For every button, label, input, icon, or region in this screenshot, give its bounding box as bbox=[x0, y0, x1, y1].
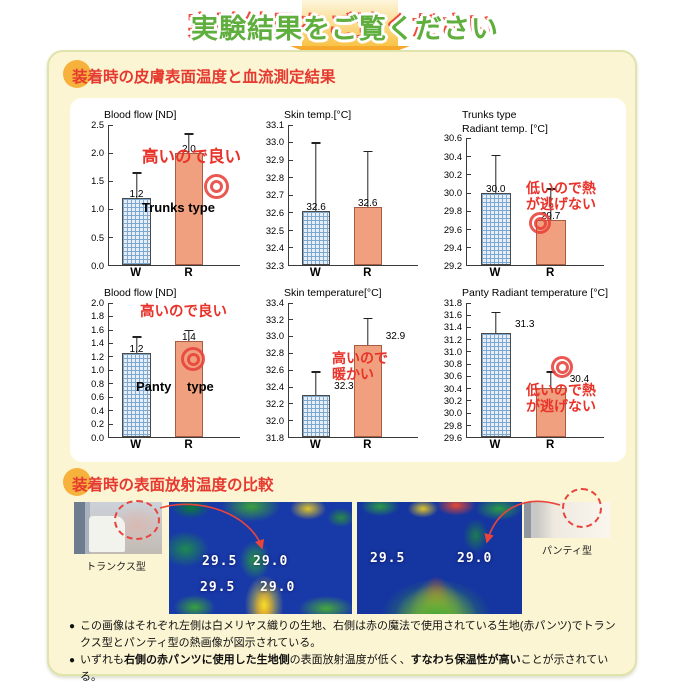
chart-blood-flow-panty: Blood flow [ND] 2.0 1.8 1.6 1.4 1.2 1.0 0.8 0.6 0… bbox=[78, 282, 258, 454]
plot-radiant-temp-trunks: Trunks type Radiant temp. [°C] 30.6 30.4 30.… bbox=[436, 104, 622, 282]
plot-radiant-temp-panty: Panty Radiant temperature [°C] 31.8 31.6 31… bbox=[443, 287, 609, 451]
charts-panel: Blood flow [ND] 2.5 2.0 1.5 1.0 0.5 0.0 1.2 2.0 W… bbox=[70, 98, 626, 462]
chart-radiant-temp-trunks: Trunks type Radiant temp. [°C] 30.6 30.4 30.… bbox=[436, 104, 622, 282]
section-header-measurement: 装着時の皮膚表面温度と血流測定結果 bbox=[63, 60, 336, 88]
temp-reading: 29.5 bbox=[202, 554, 238, 569]
note-text: この画像はそれぞれ左側は白メリヤス織りの生地、右側は赤の魔法で使用されている生地… bbox=[80, 620, 616, 649]
bullet-marker-icon: ● bbox=[69, 655, 76, 666]
annotation-high-is-good: 高いので良い bbox=[140, 304, 227, 320]
note-item: ● いずれも右側の赤パンツに使用した生地側の表面放射温度が低く、すなわち保温性が… bbox=[69, 652, 625, 685]
page-title: 実験結果をご覧ください bbox=[191, 14, 499, 44]
temp-reading: 29.0 bbox=[457, 551, 493, 566]
results-panel: 装着時の皮膚表面温度と血流測定結果 Blood flow [ND] 2.5 2.0 1… bbox=[47, 50, 637, 683]
temp-reading: 29.0 bbox=[260, 580, 296, 595]
bullet-marker-icon: ● bbox=[69, 621, 76, 632]
annotation-low-keeps-heat: 低いので熱 が逃げない bbox=[526, 180, 596, 213]
section-header-thermal-text: 装着時の表面放射温度の比較 bbox=[72, 477, 274, 494]
orange-circle-icon bbox=[63, 468, 91, 496]
panty-photo-label: パンティ型 bbox=[542, 546, 592, 557]
section-header-measurement-text: 装着時の皮膚表面温度と血流測定結果 bbox=[72, 69, 336, 86]
plot-skin-temp-trunks: Skin temp.[°C] 33.1 33.0 32.9 32.8 32.7 32.6 32… bbox=[258, 104, 436, 282]
thermal-image-trunks: 29.5 29.0 29.5 29.0 bbox=[169, 502, 352, 614]
note-item: ● この画像はそれぞれ左側は白メリヤス織りの生地、右側は赤の魔法で使用されている… bbox=[69, 618, 625, 651]
temp-reading: 29.5 bbox=[370, 551, 406, 566]
note-text: いずれも右側の赤パンツに使用した生地側の表面放射温度が低く、すなわち保温性が高い… bbox=[80, 654, 609, 683]
panty-type-label: Panty type bbox=[136, 379, 214, 394]
plot-blood-flow-trunks: Blood flow [ND] 2.5 2.0 1.5 1.0 0.5 0.0 1.2 2.0 W… bbox=[78, 104, 258, 282]
temp-reading: 29.5 bbox=[200, 580, 236, 595]
trunks-photo-label: トランクス型 bbox=[86, 562, 146, 573]
section-header-thermal: 装着時の表面放射温度の比較 bbox=[63, 468, 274, 496]
double-circle-mark-icon bbox=[551, 356, 573, 378]
annotation-low-keeps-heat: 低いので熱 が逃げない bbox=[526, 382, 596, 415]
chart-radiant-temp-panty: Panty Radiant temperature [°C] 31.8 31.6 31… bbox=[436, 282, 622, 454]
double-circle-mark-icon bbox=[181, 347, 205, 371]
temp-reading: 29.0 bbox=[253, 554, 289, 569]
annotation-warmer: 高いので 暖かい bbox=[332, 350, 388, 383]
plot-skin-temp-panty: Skin temperature[°C] 33.4 33.2 33.0 32.8 32.6… bbox=[258, 282, 436, 454]
double-circle-mark-icon bbox=[529, 212, 551, 234]
trunks-type-label: Trunks type bbox=[142, 200, 215, 215]
notes-list: ● この画像はそれぞれ左側は白メリヤス織りの生地、右側は赤の魔法で使用されている… bbox=[69, 618, 625, 686]
orange-circle-icon bbox=[63, 60, 91, 88]
chart-blood-flow-trunks: Blood flow [ND] 2.5 2.0 1.5 1.0 0.5 0.0 1.2 2.0 W… bbox=[78, 104, 258, 282]
charts-grid: Blood flow [ND] 2.5 2.0 1.5 1.0 0.5 0.0 1.2 2.0 W… bbox=[78, 104, 622, 454]
double-circle-mark-icon bbox=[204, 174, 229, 199]
down-arrow-icon bbox=[302, 0, 398, 46]
chart-skin-temp-trunks: Skin temp.[°C] 33.1 33.0 32.9 32.8 32.7 32.6 32… bbox=[258, 104, 436, 282]
annotation-high-is-good: 高いので良い bbox=[142, 148, 241, 166]
dashed-highlight-circle bbox=[562, 488, 602, 528]
thermal-image-panty: 29.5 29.0 bbox=[357, 502, 522, 614]
chart-skin-temp-panty: Skin temperature[°C] 33.4 33.2 33.0 32.8 32.6… bbox=[258, 282, 436, 454]
dashed-highlight-circle bbox=[114, 500, 160, 540]
